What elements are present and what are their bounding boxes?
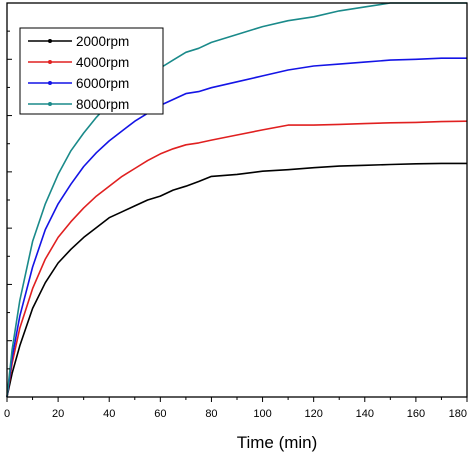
x-tick-label: 40 — [103, 408, 115, 420]
series-layer — [6, 2, 468, 398]
legend: 2000rpm 4000rpm 6000rpm 8000rpm — [19, 27, 164, 115]
x-tick-label: 180 — [449, 408, 467, 420]
legend-marker — [48, 60, 52, 64]
x-tick-label: 100 — [253, 408, 271, 420]
x-axis-ticks: 0 20 40 60 80 100 120 140 160 180 — [4, 397, 468, 420]
legend-label: 4000rpm — [76, 55, 129, 70]
x-tick-label: 0 — [4, 408, 10, 420]
legend-label: 8000rpm — [76, 97, 129, 112]
legend-label: 6000rpm — [76, 76, 129, 91]
series-line-4000rpm — [6, 120, 468, 398]
series-line-8000rpm — [6, 2, 467, 398]
x-tick-label: 120 — [304, 408, 322, 420]
series-line-6000rpm — [6, 57, 467, 398]
x-tick-label: 20 — [52, 408, 64, 420]
legend-label: 2000rpm — [76, 34, 129, 49]
legend-box — [19, 27, 164, 115]
legend-marker — [48, 39, 52, 43]
x-tick-label: 60 — [154, 408, 166, 420]
legend-marker — [48, 102, 52, 106]
x-axis-title: Time (min) — [237, 433, 318, 452]
y-axis-ticks — [7, 2, 12, 398]
x-tick-label: 140 — [356, 408, 374, 420]
legend-marker — [48, 81, 52, 85]
x-tick-label: 160 — [407, 408, 425, 420]
series-line-2000rpm — [6, 162, 467, 398]
x-tick-label: 80 — [205, 408, 217, 420]
